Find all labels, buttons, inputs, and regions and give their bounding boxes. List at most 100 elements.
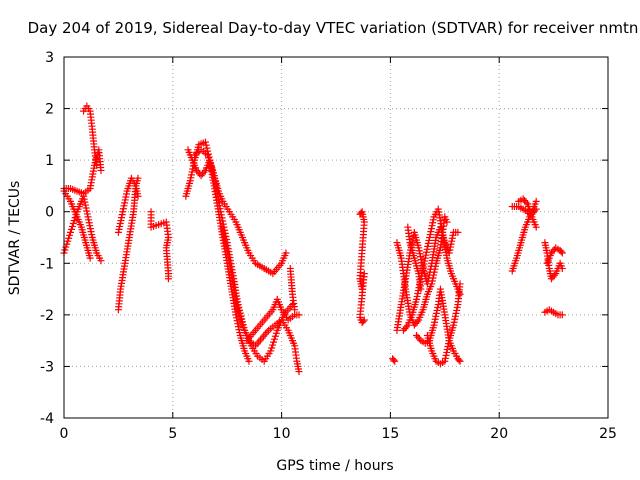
data-point (558, 311, 566, 319)
series-arc-1b (60, 187, 94, 262)
data-point (270, 335, 278, 343)
y-tick-label: -3 (40, 359, 54, 375)
data-point (417, 253, 425, 261)
data-point (203, 144, 211, 152)
data-point (430, 268, 438, 276)
data-point (427, 225, 435, 233)
series-arc-4d (219, 223, 303, 376)
data-point (70, 217, 78, 225)
data-point (119, 205, 127, 213)
data-point (430, 321, 438, 329)
data-point (187, 171, 195, 179)
data-point (419, 266, 427, 274)
data-point (453, 303, 461, 311)
data-point (413, 295, 421, 303)
data-point (88, 231, 96, 239)
data-point (447, 240, 455, 248)
data-point (433, 306, 441, 314)
data-point (453, 306, 461, 314)
data-point (450, 321, 458, 329)
data-point (217, 211, 225, 219)
data-point (97, 257, 105, 265)
data-point (120, 202, 128, 210)
data-point (61, 246, 69, 254)
data-point (428, 280, 436, 288)
data-point (390, 356, 398, 364)
data-point (445, 340, 453, 348)
data-point (391, 357, 399, 365)
series-arc-5 (356, 208, 368, 327)
data-point (93, 161, 101, 169)
data-point (81, 198, 89, 206)
data-point (232, 311, 240, 319)
series-arc-6a (389, 355, 399, 365)
data-point (442, 351, 450, 359)
data-point (268, 344, 276, 352)
data-point (429, 274, 437, 282)
x-tick-label: 25 (599, 426, 617, 442)
series-arc-1d (80, 102, 101, 169)
data-point (431, 315, 439, 323)
data-point (423, 245, 431, 253)
data-point (190, 159, 198, 167)
data-point (443, 345, 451, 353)
series-arc-3 (147, 208, 172, 283)
y-tick-label: 1 (45, 153, 54, 169)
data-point (245, 357, 253, 365)
data-point (204, 151, 212, 159)
data-point (69, 220, 77, 228)
data-point (448, 234, 456, 242)
data-point (114, 228, 122, 236)
y-tick-label: -4 (40, 411, 54, 427)
series-arc-6c (393, 213, 451, 329)
x-tick-label: 10 (273, 426, 291, 442)
data-point (360, 316, 368, 324)
x-tick-label: 0 (60, 426, 69, 442)
data-point (121, 199, 129, 207)
data-point (85, 219, 93, 227)
x-tick-label: 20 (490, 426, 508, 442)
data-point (441, 354, 449, 362)
data-point (86, 222, 94, 230)
data-point (116, 222, 124, 230)
y-tick-label: 3 (45, 50, 54, 66)
data-point (431, 262, 439, 270)
data-point (64, 237, 72, 245)
series-arc-7c (515, 195, 540, 218)
data-point (419, 263, 427, 271)
data-point (187, 174, 195, 182)
data-point (558, 249, 566, 257)
data-point (122, 190, 130, 198)
data-point (550, 271, 558, 279)
y-tick-label: -1 (40, 256, 54, 272)
y-tick-label: 2 (45, 102, 54, 118)
data-point (207, 163, 215, 171)
data-point (422, 251, 430, 259)
data-point (189, 162, 197, 170)
data-point (357, 209, 365, 217)
data-point (422, 248, 430, 256)
data-point (429, 219, 437, 227)
data-point (68, 222, 76, 230)
data-point (188, 168, 196, 176)
data-point (291, 306, 299, 314)
data-point (450, 318, 458, 326)
data-point (432, 312, 440, 320)
data-point (424, 239, 432, 247)
data-point (431, 318, 439, 326)
data-point (272, 329, 280, 337)
data-point (413, 318, 421, 326)
data-point (414, 289, 422, 297)
data-point (456, 357, 464, 365)
data-point (65, 234, 73, 242)
data-point (189, 165, 197, 173)
data-point (282, 249, 290, 257)
series-arc-7f (543, 244, 566, 267)
chart-title: Day 204 of 2019, Sidereal Day-to-day VTE… (28, 19, 639, 37)
data-point (66, 231, 74, 239)
data-point (558, 264, 566, 272)
data-point (402, 323, 410, 331)
data-point (271, 332, 279, 340)
